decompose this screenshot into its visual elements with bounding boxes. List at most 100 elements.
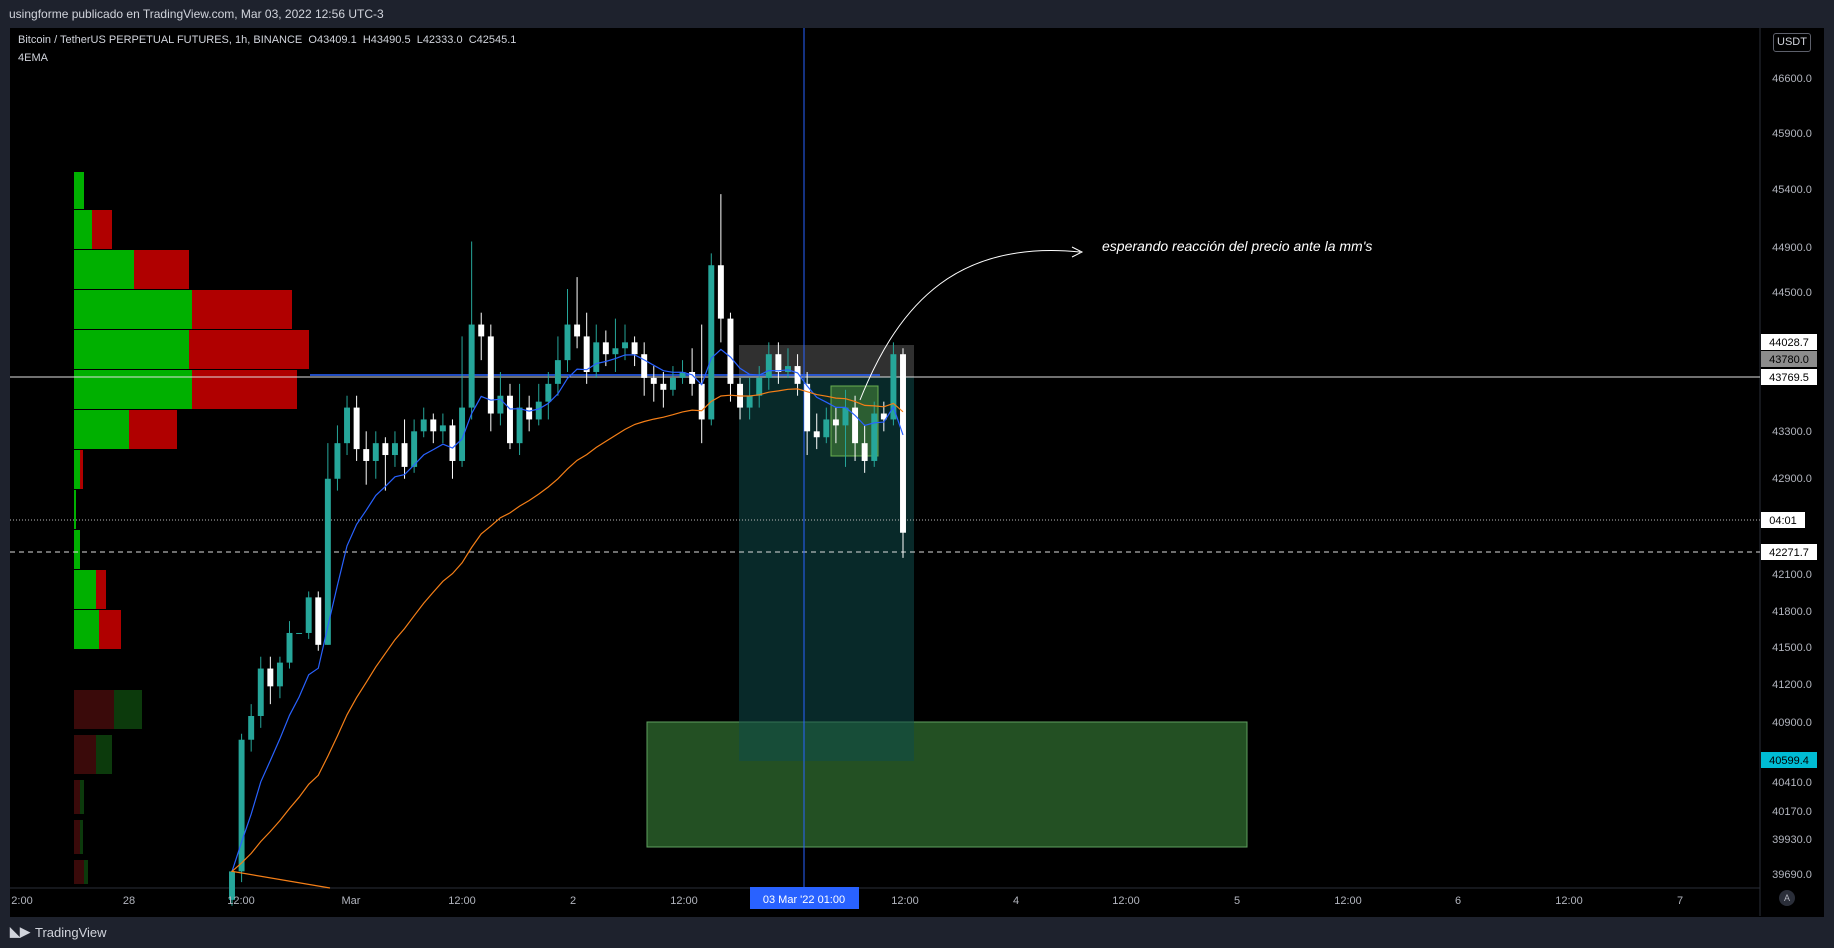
candle-body[interactable] [660,383,667,390]
candle-body[interactable] [784,366,791,372]
candle-body[interactable] [507,395,513,444]
candle-body[interactable] [727,318,734,384]
candle-body[interactable] [420,419,427,432]
candle-body[interactable] [229,871,235,900]
candle-body[interactable] [574,324,581,337]
volume-profile-up-bar [74,490,76,529]
symbol-label[interactable]: Bitcoin / TetherUS PERPETUAL FUTURES, 1h… [18,34,303,46]
candle-body[interactable] [449,425,456,461]
candle-body[interactable] [276,662,283,687]
candle-body[interactable] [257,668,264,716]
candle-body[interactable] [794,366,801,384]
price-axis-label: 43769.5 [1769,372,1809,384]
candle-body[interactable] [526,407,533,420]
candle-body[interactable] [554,360,561,384]
tradingview-icon: ◣▶ [10,924,30,939]
candle-body[interactable] [583,336,590,372]
volume-profile-dark-bar [80,820,83,854]
candle-body[interactable] [334,443,341,479]
candle-body[interactable] [669,377,676,390]
candle-body[interactable] [372,443,379,461]
candle-body[interactable] [487,336,494,414]
annotation-arrow-head [1071,246,1084,258]
price-axis-label-bg [1761,512,1805,528]
candle-body[interactable] [296,632,303,634]
candle-body[interactable] [765,354,772,378]
candle-body[interactable] [717,265,724,319]
price-axis-label: 40599.4 [1769,755,1809,767]
candle-body[interactable] [238,739,245,872]
annotation-text: esperando reacción del precio ante la mm… [1102,238,1372,254]
candle-body[interactable] [324,478,331,645]
y-tick-label: 46600.0 [1772,73,1812,85]
candle-body[interactable] [842,407,849,426]
candle-body[interactable] [698,383,705,420]
candle-body[interactable] [852,407,859,444]
candle-body[interactable] [286,632,293,663]
candle-body[interactable] [459,407,466,461]
candle-body[interactable] [641,354,648,378]
candle-body[interactable] [813,431,820,438]
candle-body[interactable] [497,395,504,414]
candle-body[interactable] [267,668,274,687]
candle-body[interactable] [880,413,887,420]
candle-body[interactable] [708,265,715,420]
candle-body[interactable] [305,597,312,633]
candle-body[interactable] [756,377,763,396]
candle-body[interactable] [439,425,446,432]
candle-body[interactable] [535,401,542,420]
volume-profile-down-bar [189,330,309,369]
candle-body[interactable] [363,449,370,461]
candle-body[interactable] [411,431,418,467]
candle-body[interactable] [602,342,609,355]
y-tick-label: 41200.0 [1772,679,1812,691]
candle-body[interactable] [890,354,897,420]
indicator-label[interactable]: 4EMA [18,52,48,64]
x-tick-label: 2:00 [11,895,32,907]
candle-body[interactable] [775,354,782,372]
candle-body[interactable] [516,407,523,444]
candle-body[interactable] [382,443,389,456]
price-axis-label: 04:01 [1769,515,1797,527]
low-value: 42333.0 [422,34,463,46]
candle-body[interactable] [478,324,485,337]
candle-body[interactable] [900,354,906,533]
candle-body[interactable] [631,342,638,355]
candle-body[interactable] [430,419,437,432]
candle-body[interactable] [315,597,322,645]
candle-body[interactable] [861,443,868,461]
candle-body[interactable] [593,342,600,372]
candle-body[interactable] [401,443,408,467]
candle-body[interactable] [832,419,839,426]
candle-body[interactable] [612,348,619,355]
candle-body[interactable] [804,383,811,432]
candle-body[interactable] [650,377,657,384]
tradingview-logo[interactable]: ◣▶ TradingView [10,924,107,940]
auto-scale-button[interactable]: A [1779,890,1795,906]
candle-body[interactable] [344,407,351,444]
candle-body[interactable] [871,413,878,461]
y-tick-label: 40170.0 [1772,806,1812,818]
candle-body[interactable] [689,372,696,384]
candle-body[interactable] [823,419,830,438]
x-tick-label: 12:00 [448,895,476,907]
candle-body[interactable] [545,383,552,402]
x-tick-label: 2 [570,895,576,907]
volume-profile-up-bar [74,172,84,209]
y-tick-label: 44500.0 [1772,287,1812,299]
y-tick-label: 44900.0 [1772,242,1812,254]
candle-body[interactable] [391,443,398,456]
candle-body[interactable] [468,324,475,408]
candle-body[interactable] [679,372,686,378]
candle-body[interactable] [564,324,571,361]
candle-body[interactable] [248,716,255,740]
price-axis-label-bg [1761,351,1817,367]
volume-profile-down-bar [129,410,177,449]
candle-body[interactable] [622,342,628,349]
candle-body[interactable] [353,407,360,450]
x-tick-label: Mar [342,895,361,907]
currency-button[interactable]: USDT [1773,33,1811,52]
candle-body[interactable] [746,395,753,408]
x-tick-label: 12:00 [1555,895,1583,907]
